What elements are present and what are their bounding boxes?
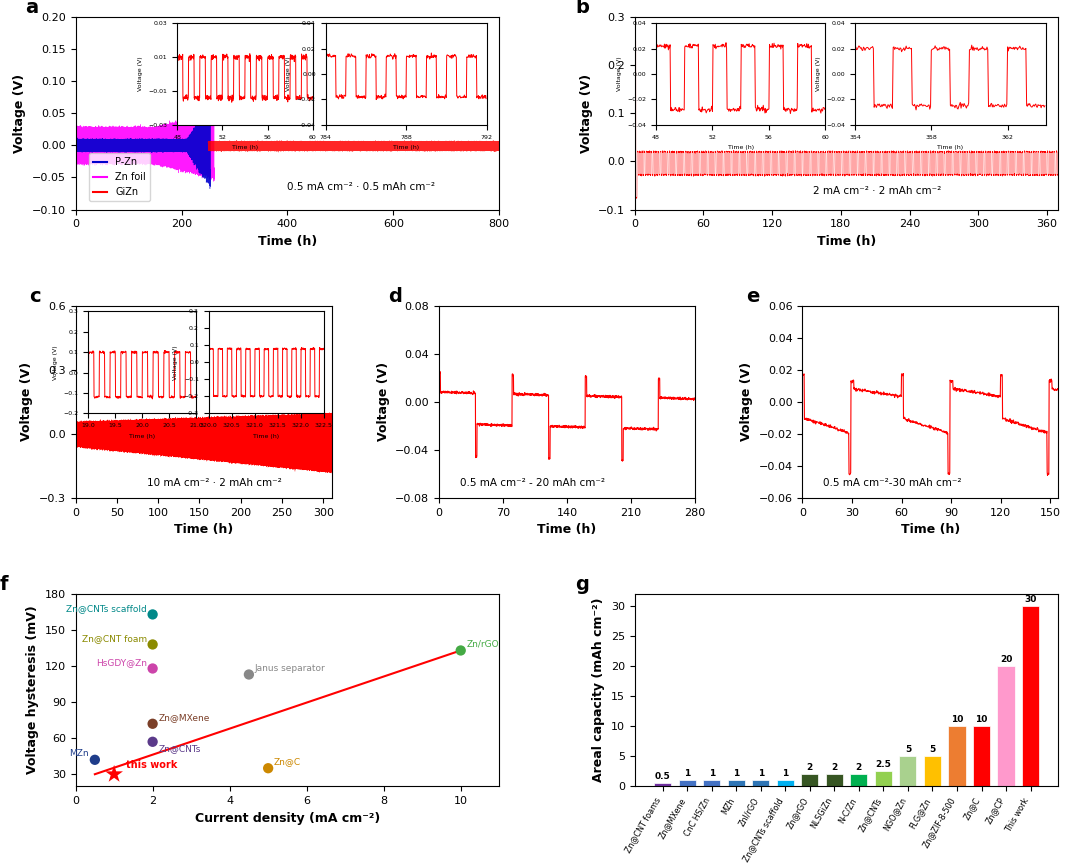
Point bbox=[86, 753, 104, 766]
Text: 0.5 mA cm⁻²-30 mAh cm⁻²: 0.5 mA cm⁻²-30 mAh cm⁻² bbox=[823, 479, 961, 488]
Point bbox=[106, 767, 123, 781]
Text: 5: 5 bbox=[929, 746, 935, 754]
Text: Zn@C: Zn@C bbox=[274, 758, 301, 766]
Point bbox=[240, 668, 257, 682]
Text: Janus separator: Janus separator bbox=[255, 664, 325, 673]
Legend: P-Zn, Zn foil, GiZn: P-Zn, Zn foil, GiZn bbox=[89, 153, 150, 200]
Y-axis label: Voltage (V): Voltage (V) bbox=[740, 362, 753, 442]
Text: 1: 1 bbox=[708, 770, 715, 778]
X-axis label: Time (h): Time (h) bbox=[174, 524, 233, 537]
Bar bbox=[703, 780, 720, 786]
Text: 10: 10 bbox=[950, 715, 963, 724]
X-axis label: Time (h): Time (h) bbox=[816, 235, 876, 248]
Text: 2: 2 bbox=[832, 764, 837, 772]
Text: 2.5: 2.5 bbox=[876, 760, 891, 770]
Point bbox=[144, 607, 161, 621]
Text: c: c bbox=[29, 287, 41, 306]
Bar bbox=[654, 784, 671, 786]
Y-axis label: Areal capacity (mAh cm⁻²): Areal capacity (mAh cm⁻²) bbox=[592, 598, 606, 783]
X-axis label: Time (h): Time (h) bbox=[258, 235, 318, 248]
X-axis label: Time (h): Time (h) bbox=[901, 524, 960, 537]
Point bbox=[144, 735, 161, 749]
Bar bbox=[752, 780, 769, 786]
Bar bbox=[1022, 606, 1039, 786]
Point bbox=[259, 761, 276, 775]
Y-axis label: Voltage (V): Voltage (V) bbox=[13, 73, 26, 153]
Text: 1: 1 bbox=[757, 770, 764, 778]
Text: Zn@CNT foam: Zn@CNT foam bbox=[82, 634, 147, 643]
Text: 30: 30 bbox=[1024, 595, 1037, 604]
Text: 10 mA cm⁻² · 2 mAh cm⁻²: 10 mA cm⁻² · 2 mAh cm⁻² bbox=[147, 479, 282, 488]
Text: a: a bbox=[25, 0, 38, 17]
Bar bbox=[678, 780, 696, 786]
Text: g: g bbox=[576, 575, 590, 594]
Text: 2: 2 bbox=[807, 764, 813, 772]
Bar bbox=[826, 774, 842, 786]
Bar bbox=[998, 666, 1014, 786]
Text: Zn/rGO: Zn/rGO bbox=[467, 640, 499, 649]
Text: HsGDY@Zn: HsGDY@Zn bbox=[96, 658, 147, 667]
Bar bbox=[923, 756, 941, 786]
Text: 1: 1 bbox=[733, 770, 740, 778]
Bar bbox=[900, 756, 917, 786]
Y-axis label: Voltage hysteresis (mV): Voltage hysteresis (mV) bbox=[26, 606, 39, 774]
Text: e: e bbox=[746, 287, 759, 306]
Text: 5: 5 bbox=[905, 746, 912, 754]
Text: MZn: MZn bbox=[69, 749, 89, 759]
Text: f: f bbox=[0, 575, 8, 594]
Text: 0.5 mA cm⁻² - 20 mAh cm⁻²: 0.5 mA cm⁻² - 20 mAh cm⁻² bbox=[459, 479, 605, 488]
Text: 10: 10 bbox=[975, 715, 988, 724]
Text: 1: 1 bbox=[782, 770, 788, 778]
Y-axis label: Voltage (V): Voltage (V) bbox=[580, 73, 593, 153]
Bar bbox=[973, 726, 990, 786]
Text: Zn@MXene: Zn@MXene bbox=[159, 713, 210, 722]
Bar bbox=[948, 726, 966, 786]
Point bbox=[144, 638, 161, 651]
Text: d: d bbox=[388, 287, 402, 306]
Text: 2: 2 bbox=[855, 764, 862, 772]
Text: this work: this work bbox=[125, 760, 177, 770]
Bar bbox=[801, 774, 819, 786]
X-axis label: Current density (mA cm⁻²): Current density (mA cm⁻²) bbox=[194, 811, 380, 824]
Text: 0.5 mA cm⁻² · 0.5 mAh cm⁻²: 0.5 mA cm⁻² · 0.5 mAh cm⁻² bbox=[287, 182, 435, 193]
Text: 20: 20 bbox=[1000, 655, 1012, 664]
Text: Zn@CNTs scaffold: Zn@CNTs scaffold bbox=[66, 604, 147, 613]
Text: 1: 1 bbox=[684, 770, 690, 778]
Bar bbox=[850, 774, 867, 786]
Text: 2 mA cm⁻² · 2 mAh cm⁻²: 2 mA cm⁻² · 2 mAh cm⁻² bbox=[813, 186, 941, 196]
Text: Zn@CNTs: Zn@CNTs bbox=[159, 745, 201, 753]
Point bbox=[144, 717, 161, 731]
Bar bbox=[875, 772, 892, 786]
X-axis label: Time (h): Time (h) bbox=[538, 524, 596, 537]
Text: 0.5: 0.5 bbox=[654, 772, 671, 781]
Bar bbox=[728, 780, 745, 786]
Point bbox=[144, 662, 161, 676]
Point bbox=[453, 644, 470, 658]
Text: b: b bbox=[576, 0, 590, 17]
Y-axis label: Voltage (V): Voltage (V) bbox=[21, 362, 33, 442]
Bar bbox=[777, 780, 794, 786]
Y-axis label: Voltage (V): Voltage (V) bbox=[377, 362, 390, 442]
